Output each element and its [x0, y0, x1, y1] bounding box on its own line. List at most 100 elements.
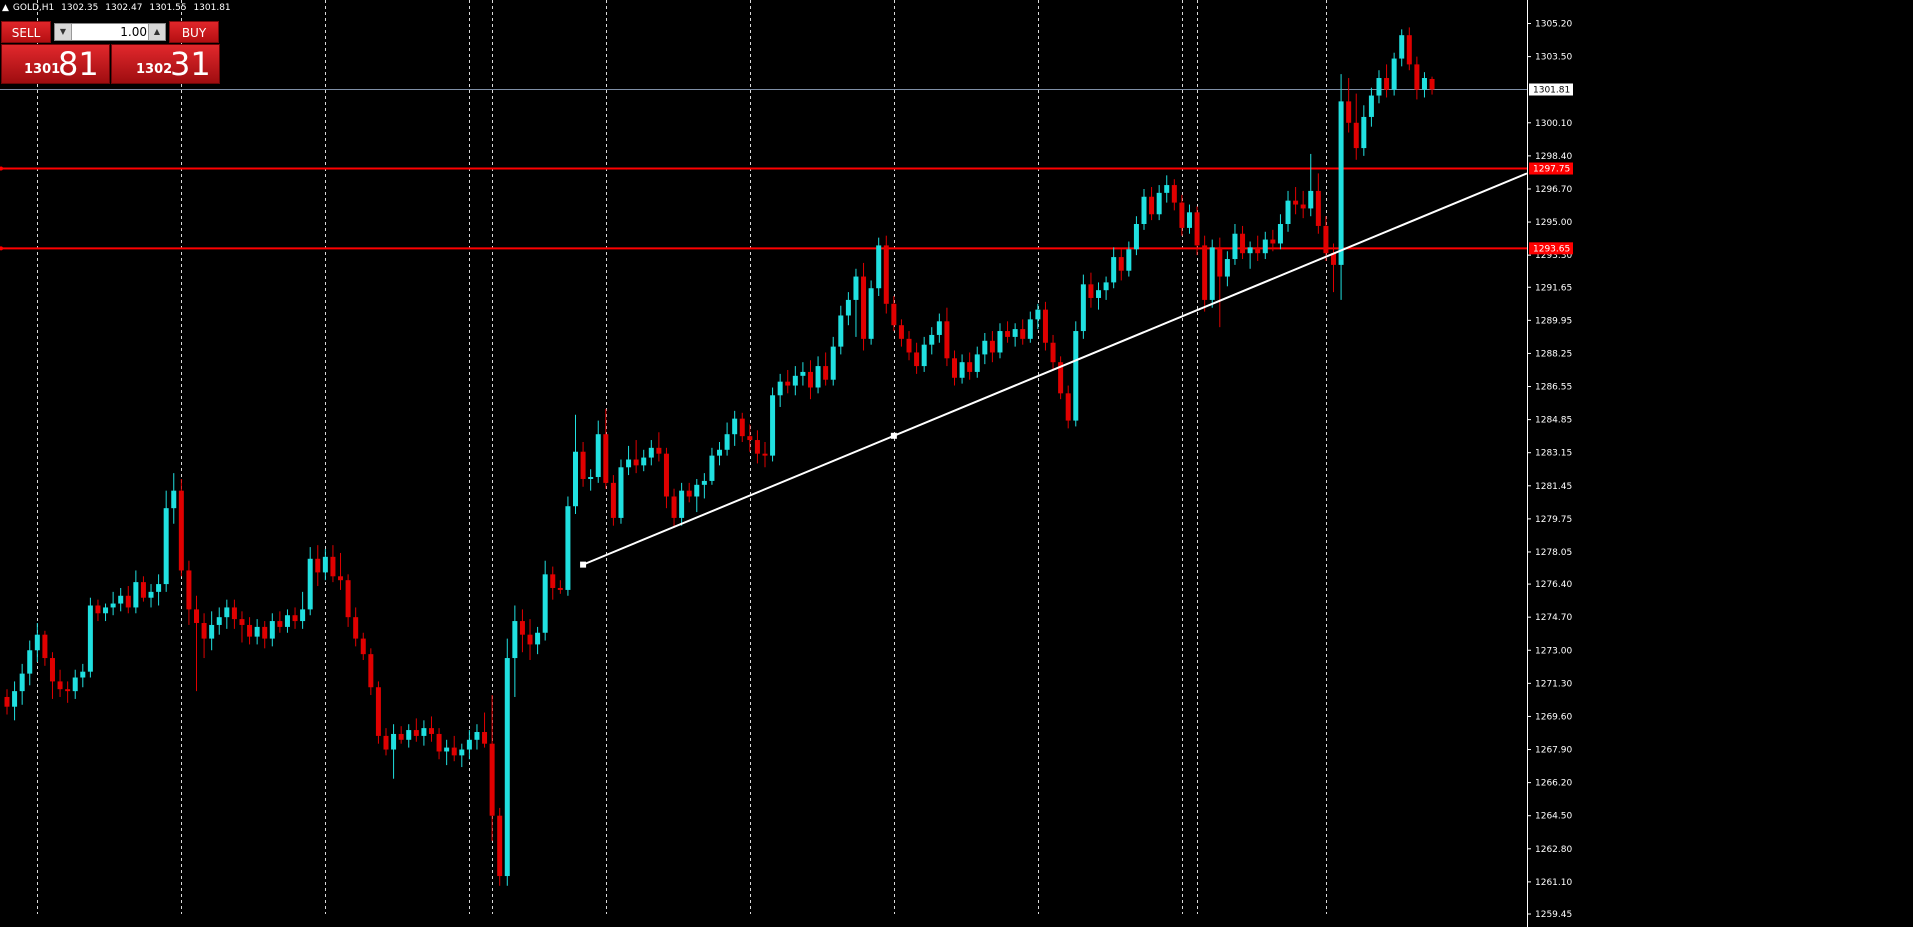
price-tick-label: 1266.20 — [1535, 779, 1572, 789]
candle-body — [444, 747, 450, 752]
candle-body — [618, 467, 624, 518]
price-tick-label: 1274.70 — [1535, 613, 1572, 623]
candle-body — [307, 558, 313, 610]
candle-body — [626, 459, 632, 468]
candle-body — [1353, 122, 1359, 149]
trendline-middle-handle[interactable] — [890, 432, 897, 439]
candle-body — [709, 455, 715, 481]
price-tick-label: 1296.70 — [1535, 185, 1572, 195]
candle-body — [906, 338, 912, 353]
candle-body — [1217, 247, 1223, 277]
sell-price-button[interactable]: 1301 81 — [1, 44, 110, 84]
price-tick-label: 1289.95 — [1535, 316, 1572, 326]
candle-body — [967, 362, 973, 372]
lot-size-input[interactable] — [73, 24, 147, 40]
candle-body — [216, 617, 222, 625]
candle-body — [1262, 239, 1268, 254]
candle-body — [1118, 257, 1124, 271]
price-tick-label: 1295.00 — [1535, 218, 1572, 228]
price-tick-label: 1283.15 — [1535, 449, 1572, 459]
buy-price-button[interactable]: 1302 31 — [111, 44, 220, 84]
price-tick-label: 1264.50 — [1535, 812, 1572, 822]
candle-body — [284, 615, 290, 627]
candle-body — [1005, 331, 1011, 337]
candle-body — [330, 556, 336, 577]
candle-body — [891, 303, 897, 326]
candle-body — [239, 619, 245, 625]
candle-body — [1384, 78, 1390, 90]
candle-body — [254, 626, 260, 637]
candle-body — [1346, 101, 1352, 123]
candle-body — [1270, 239, 1276, 244]
candle-body — [338, 576, 344, 581]
candle-body — [1103, 282, 1109, 291]
candle-body — [663, 453, 669, 497]
candle-body — [792, 375, 798, 386]
price-tick-label: 1293.30 — [1535, 251, 1572, 261]
trendline-start-handle[interactable] — [580, 561, 587, 568]
candle-body — [224, 607, 230, 618]
candle-body — [1035, 309, 1041, 320]
open-value: 1302.35 — [61, 3, 99, 13]
candle-body — [451, 747, 457, 756]
candle-body — [103, 607, 109, 614]
price-tick-label: 1279.75 — [1535, 515, 1572, 525]
candle-body — [1406, 35, 1412, 65]
candle-body — [754, 440, 760, 454]
candle-body — [466, 739, 472, 750]
price-scale: 1305.20 1303.50 1300.10 1298.40 1296.70 1295.… — [1527, 0, 1913, 927]
buy-button[interactable]: BUY — [169, 21, 219, 43]
sell-button[interactable]: SELL — [1, 21, 51, 43]
candle-body — [898, 325, 904, 339]
candle-body — [300, 609, 306, 622]
candle-body — [482, 732, 488, 744]
one-click-trading-panel: SELL ▼ ▲ BUY 1301 81 1302 31 — [1, 21, 220, 85]
candle-body — [1141, 196, 1147, 224]
candle-body — [535, 632, 541, 645]
candle-body — [1255, 247, 1261, 254]
candle-body — [807, 371, 813, 388]
candle-body — [360, 638, 366, 655]
candle-body — [368, 654, 374, 688]
sell-price-big: 81 — [58, 45, 99, 83]
candle-body — [156, 584, 162, 592]
lot-decrease-icon[interactable]: ▼ — [55, 24, 72, 40]
candle-body — [413, 730, 419, 736]
price-tick-label: 1284.85 — [1535, 416, 1572, 426]
price-tick-label: 1271.30 — [1535, 679, 1572, 689]
candle-body — [686, 490, 692, 497]
close-value: 1301.81 — [193, 3, 231, 13]
candle-body — [914, 352, 920, 367]
candle-body — [322, 556, 328, 573]
candle-body — [573, 451, 578, 507]
candle-body — [474, 732, 480, 740]
candle-body — [732, 418, 738, 435]
candle-body — [580, 451, 586, 479]
candle-body — [1133, 223, 1139, 250]
candle-body — [936, 321, 942, 335]
candle-body — [1240, 233, 1246, 254]
candle-body — [1042, 309, 1048, 343]
symbol-info-bar: ▲ GOLD,H1 1302.35 1302.47 1301.55 1301.81 — [2, 3, 235, 13]
candle-body — [1414, 64, 1420, 90]
horizontal-line-anchor[interactable] — [0, 246, 3, 251]
trendline[interactable] — [582, 172, 1528, 566]
candle-body — [292, 615, 298, 622]
candle-body — [557, 587, 563, 590]
candle-body — [641, 457, 647, 466]
candle-body — [1232, 233, 1238, 260]
symbol-label: GOLD,H1 — [12, 3, 55, 13]
candle-body — [1361, 116, 1367, 149]
lot-size-field[interactable]: ▼ ▲ — [54, 23, 166, 41]
candle-body — [247, 624, 253, 637]
candle-body — [375, 687, 381, 736]
horizontal-line-anchor[interactable] — [0, 166, 3, 171]
horizontal-line-price-box — [1529, 242, 1573, 255]
candle-body — [140, 582, 146, 598]
candle-body — [1156, 192, 1162, 215]
lot-increase-icon[interactable]: ▲ — [148, 24, 165, 40]
candle-body — [504, 658, 510, 877]
candle-body — [861, 276, 867, 339]
candle-body — [785, 381, 791, 386]
